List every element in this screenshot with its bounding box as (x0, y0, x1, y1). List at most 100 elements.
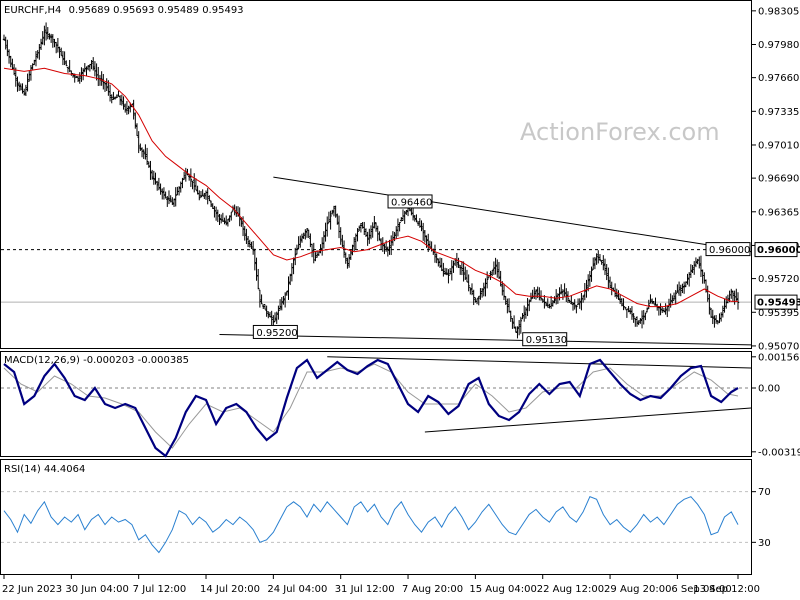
ohlc-bar (421, 222, 425, 241)
time-tick-label: 22 Aug 12:00 (537, 584, 604, 595)
ohlc-bar (324, 222, 327, 242)
ohlc-bar (342, 240, 346, 258)
ohlc-bar (344, 252, 347, 264)
time-tick-label: 24 Jul 04:00 (267, 584, 327, 595)
ohlc-bar (600, 260, 603, 265)
ohlc-bar (615, 288, 618, 299)
ohlc-bar (378, 231, 381, 241)
ohlc-bar (93, 61, 97, 77)
ohlc-bar (253, 248, 257, 271)
ohlc-bar (282, 295, 285, 305)
ohlc-bar (285, 290, 289, 296)
ohlc-bar (403, 210, 406, 224)
ohlc-bar (245, 228, 248, 244)
ohlc-bar (4, 36, 7, 50)
ohlc-bar (672, 292, 676, 301)
ohlc-bar (174, 187, 177, 207)
ohlc-bar (63, 51, 66, 66)
ohlc-bar (560, 284, 563, 295)
ohlc-bar (373, 216, 376, 229)
ohlc-bar (592, 257, 595, 270)
price-y-tick-label: 0.96365 (758, 207, 799, 218)
ohlc-bar (164, 191, 167, 199)
ohlc-bar (58, 46, 61, 59)
ohlc-bar (352, 236, 356, 252)
price-y-tick-label: 0.98305 (758, 6, 799, 17)
ohlc-bar (578, 298, 581, 309)
ohlc-bar (528, 299, 531, 312)
time-tick-label: 29 Aug 20:00 (604, 584, 671, 595)
time-tick-label: 31 Jul 12:00 (335, 584, 395, 595)
ohlc-bar (506, 298, 509, 314)
ohlc-bar (676, 284, 679, 293)
ohlc-bar (248, 239, 251, 248)
ohlc-bar (632, 313, 635, 323)
price-annotations: 0.96460 0.95200 0.95130 0.96000 (252, 194, 751, 347)
ohlc-bar (624, 306, 627, 310)
ohlc-bar (277, 305, 280, 320)
ohlc-bar (92, 57, 95, 71)
price-trendline (219, 334, 752, 346)
ohlc-bar (221, 212, 225, 222)
ohlc-bar (657, 305, 661, 316)
ohlc-bar (524, 307, 528, 319)
ohlc-bar (568, 299, 571, 303)
ohlc-bar (191, 180, 194, 190)
ohlc-bar (546, 298, 549, 308)
time-tick-label: 13 Sep 12:00 (693, 584, 760, 595)
price-annotation-label: 0.96000 (709, 245, 750, 256)
moving-average-line (3, 67, 738, 308)
ohlc-bar (630, 306, 634, 320)
ohlc-bar (346, 257, 349, 269)
ohlc-bar (442, 262, 445, 277)
ohlc-bar (509, 310, 512, 322)
ohlc-bar (270, 310, 273, 326)
level-line-tag: 0.96000 (754, 242, 800, 258)
symbol-label: EURCHF,H4 (4, 5, 61, 16)
ohlc-bar (152, 170, 156, 185)
price-annotation: 0.95130 (522, 332, 568, 347)
ohlc-bar (489, 270, 492, 280)
ohlc-bar (516, 326, 519, 339)
macd-y-tick-label: 0.00156 (758, 352, 799, 363)
ohlc-bar (26, 73, 29, 92)
ohlc-bar (127, 105, 130, 115)
price-annotation: 0.96460 (387, 194, 433, 209)
ohlc-bar (396, 218, 400, 237)
watermark: ActionForex.com (520, 118, 720, 146)
ohlc-bar (322, 231, 326, 249)
ohlc-bar (122, 96, 125, 110)
ohlc-bar (652, 301, 656, 305)
ohlc-bar (297, 236, 300, 250)
ohlc-bar (391, 231, 395, 246)
level-line-box (754, 242, 798, 258)
ohlc-bar (445, 268, 448, 276)
ohlc-bar (280, 297, 283, 311)
ohlc-bar (491, 269, 494, 276)
ohlc-bar (251, 240, 255, 255)
ohlc-bar (243, 226, 246, 241)
ohlc-bar (60, 47, 63, 56)
ohlc-bar (603, 258, 607, 276)
ohlc-bar (598, 253, 602, 261)
price-annotation-label: 0.95130 (526, 335, 567, 346)
ohlc-bar (551, 300, 555, 307)
ohlc-bar (203, 192, 206, 199)
ohlc-bar (480, 287, 484, 298)
ohlc-bar (595, 253, 598, 265)
ohlc-bar (681, 283, 684, 294)
ohlc-bar (416, 221, 420, 226)
ohlc-bar (196, 185, 199, 195)
ohlc-bar (730, 288, 733, 299)
ohlc-bar (459, 264, 462, 275)
ohlc-bar (61, 50, 65, 66)
ohlc-bar (570, 295, 573, 305)
ohlc-bar (634, 318, 637, 327)
ohlc-bar (650, 298, 654, 305)
rsi-y-tick-label: 30 (758, 538, 771, 549)
ohlc-bar (118, 95, 122, 106)
price-y-tick-label: 0.97660 (758, 73, 799, 84)
ohlc-bar (225, 215, 228, 226)
ohlc-bar (581, 295, 585, 303)
ohlc-bar (246, 236, 250, 248)
